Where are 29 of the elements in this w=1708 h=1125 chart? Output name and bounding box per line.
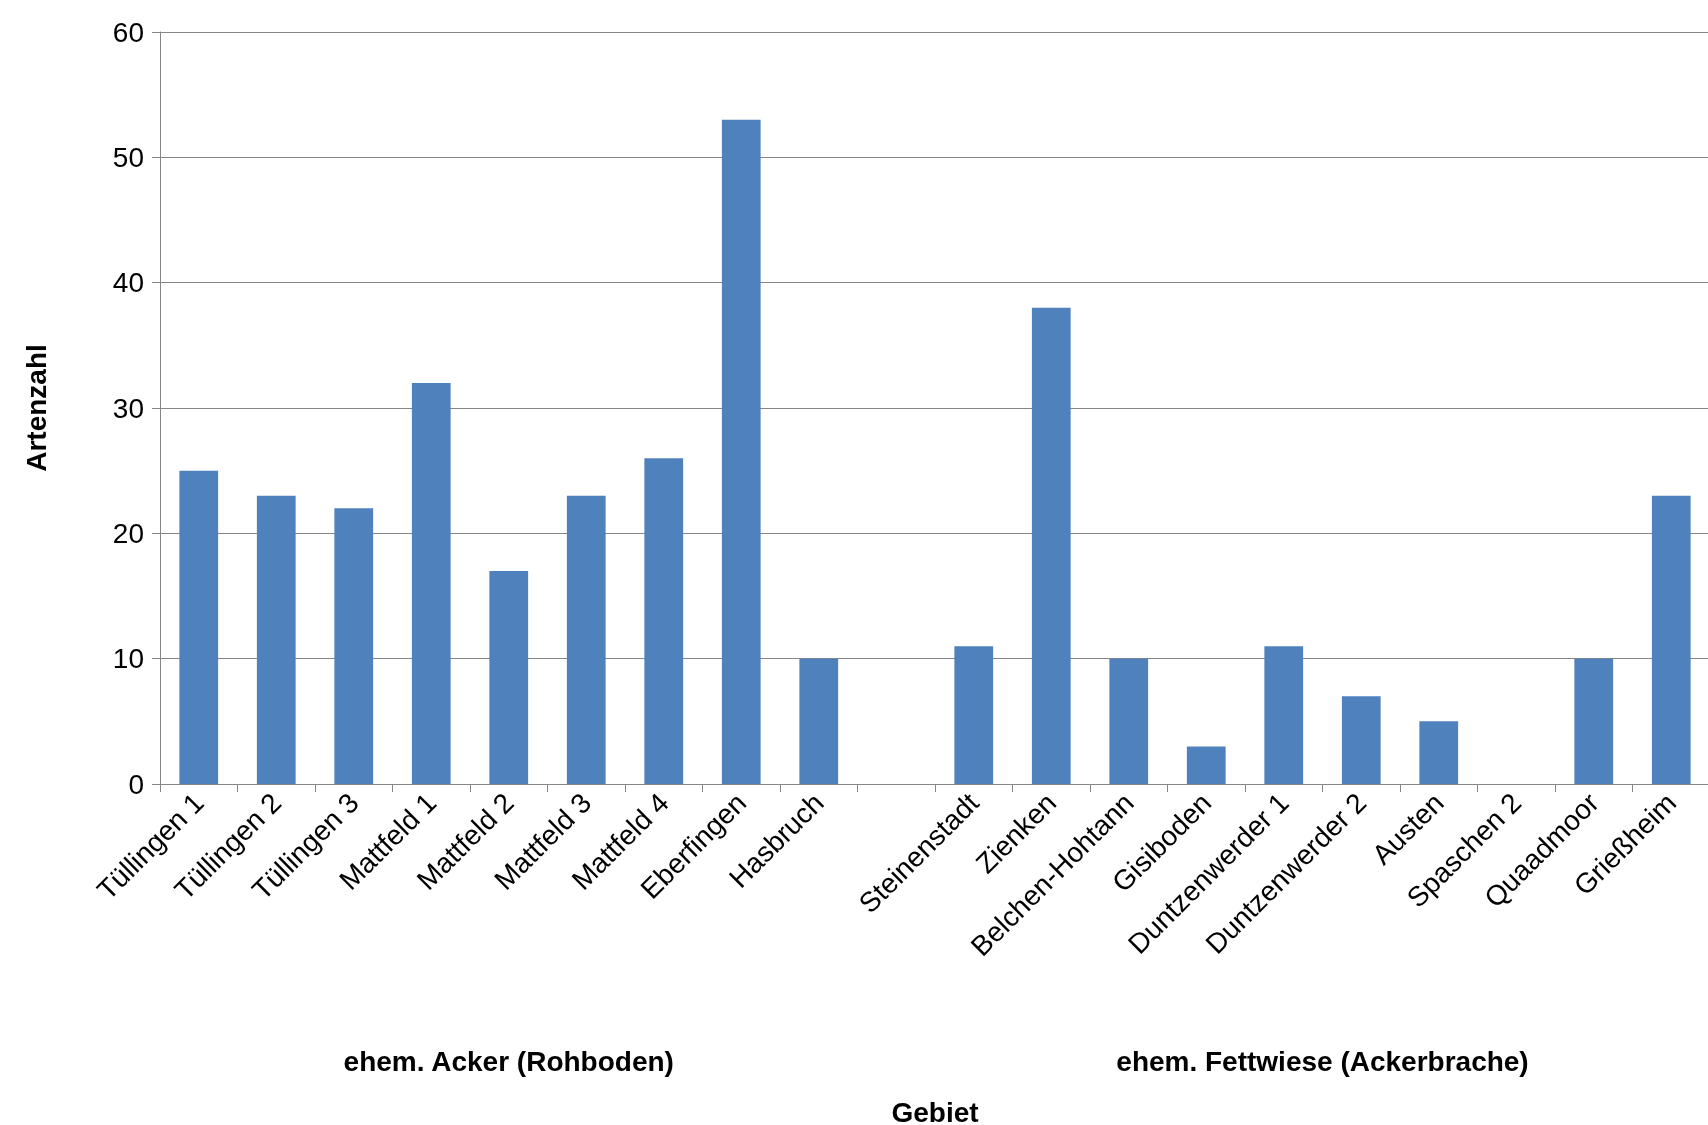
y-axis-title: Artenzahl: [20, 344, 52, 472]
bar: [954, 646, 994, 784]
y-tick-label: 40: [112, 267, 144, 299]
bar: [1419, 721, 1459, 784]
bar: [1341, 696, 1381, 784]
bar: [256, 495, 296, 784]
bar: [489, 570, 529, 784]
x-axis-title: Gebiet: [891, 1096, 979, 1125]
bar: [1574, 658, 1614, 784]
bar: [411, 382, 451, 784]
bar: [334, 508, 374, 784]
text: ehem. Acker (Rohboden): [343, 1045, 674, 1077]
y-tick-label: 50: [112, 141, 144, 173]
bar: [799, 658, 839, 784]
bar: [721, 119, 761, 784]
y-tick-label: 60: [112, 16, 144, 48]
y-tick-label: 20: [112, 517, 144, 549]
bar: [1186, 746, 1226, 784]
y-tick-label: 0: [128, 768, 144, 800]
bar: [1109, 658, 1149, 784]
bar: [1264, 646, 1304, 784]
text: ehem. Fettwiese (Ackerbrache): [1116, 1045, 1529, 1077]
bar: [179, 470, 219, 784]
y-tick-label: 30: [112, 392, 144, 424]
bar: [1031, 307, 1071, 784]
bar: [1651, 495, 1691, 784]
bar: [644, 458, 684, 784]
y-tick-label: 10: [112, 643, 144, 675]
bar: [566, 495, 606, 784]
